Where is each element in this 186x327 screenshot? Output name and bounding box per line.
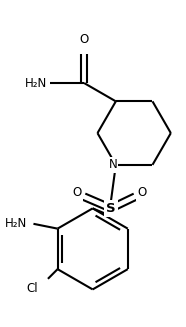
Text: O: O [73, 186, 82, 199]
Text: H₂N: H₂N [25, 77, 47, 90]
Text: Cl: Cl [27, 282, 38, 295]
Text: N: N [109, 158, 117, 171]
Text: H₂N: H₂N [4, 217, 27, 230]
Text: O: O [79, 33, 89, 46]
Text: S: S [106, 202, 116, 215]
Text: O: O [137, 186, 147, 199]
